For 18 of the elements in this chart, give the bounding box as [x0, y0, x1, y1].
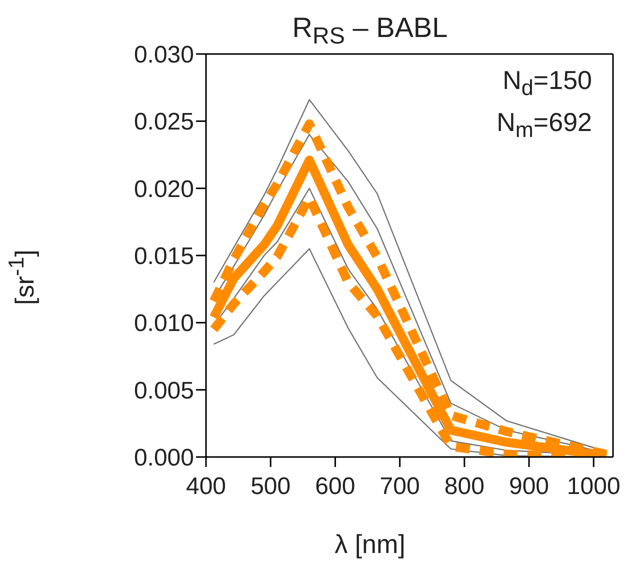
x-tick-label: 500 — [250, 473, 291, 500]
x-tick-label: 400 — [186, 473, 226, 500]
annotation: N$_{m}$=692 — [496, 107, 592, 144]
x-axis-title: λ [nm] — [334, 529, 406, 560]
y-tick-label: 0.025 — [134, 108, 194, 136]
x-tick-label: 900 — [508, 473, 550, 500]
annotation: N$_{d}$=150 — [502, 65, 592, 102]
x-tick-label: 800 — [444, 473, 484, 500]
y-tick-label: 0.020 — [134, 176, 194, 203]
x-tick-label: 600 — [315, 473, 356, 500]
y-tick-label: 0.010 — [134, 310, 194, 338]
x-tick-label: 700 — [380, 473, 420, 500]
y-tick-label: 0.000 — [134, 444, 194, 472]
y-tick-label: 0.030 — [134, 42, 194, 69]
chart-title: R$_{RS}$ – BABL — [292, 12, 448, 49]
y-tick-label: 0.005 — [134, 377, 194, 404]
y-tick-label: 0.015 — [134, 243, 194, 270]
x-tick-label: 1000 — [566, 473, 620, 500]
